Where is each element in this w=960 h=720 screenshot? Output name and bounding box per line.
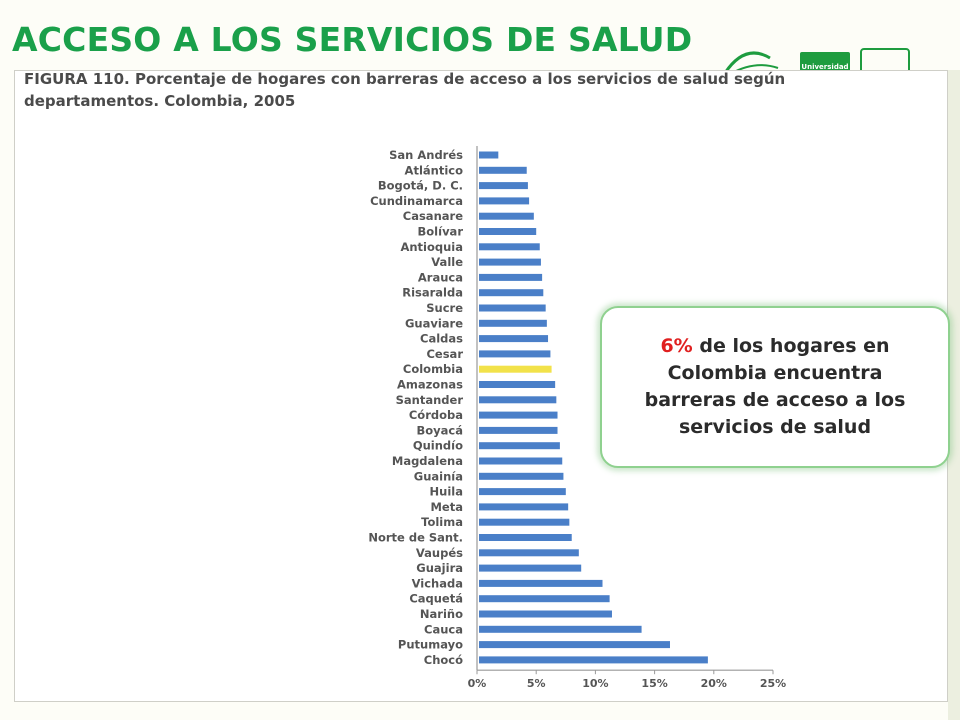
bar — [479, 610, 612, 618]
bar — [479, 641, 670, 649]
bar — [479, 151, 499, 159]
category-label: Antioquia — [400, 240, 463, 254]
bar — [479, 289, 544, 297]
category-label: Meta — [430, 500, 463, 514]
bar — [479, 197, 530, 205]
x-tick-label: 0% — [468, 677, 487, 690]
bar — [479, 182, 528, 190]
bar — [479, 579, 603, 587]
category-label: Colombia — [403, 362, 463, 376]
bar — [479, 350, 551, 358]
bar — [479, 319, 547, 327]
category-label: Putumayo — [398, 638, 463, 652]
callout-text: 6% de los hogares en Colombia encuentra … — [620, 333, 930, 441]
bar — [479, 258, 541, 266]
category-label: Caldas — [420, 332, 463, 346]
x-tick-label: 25% — [760, 677, 786, 690]
logo-badge: Universidad — [800, 52, 850, 74]
category-label: Amazonas — [397, 378, 463, 392]
category-label: Boyacá — [417, 423, 464, 437]
x-tick-label: 15% — [641, 677, 667, 690]
category-label: Guainía — [414, 469, 463, 483]
category-label: Arauca — [418, 270, 463, 284]
bar — [479, 625, 642, 633]
category-label: Magdalena — [392, 454, 463, 468]
category-label: Vichada — [412, 576, 463, 590]
category-label: Córdoba — [409, 408, 463, 422]
category-label: Nariño — [420, 607, 463, 621]
callout-box: 6% de los hogares en Colombia encuentra … — [600, 306, 950, 468]
university-logo: Universidad — [700, 44, 960, 74]
bar — [479, 166, 527, 174]
category-label: Atlántico — [405, 163, 464, 177]
category-label: San Andrés — [389, 148, 463, 162]
bar — [479, 243, 540, 251]
bar — [479, 335, 549, 343]
figure-label: FIGURA 110. — [24, 70, 130, 88]
category-label: Santander — [396, 393, 464, 407]
bar — [479, 304, 546, 312]
category-label: Casanare — [403, 209, 463, 223]
callout-body: de los hogares en Colombia encuentra bar… — [644, 335, 906, 438]
bar — [479, 365, 552, 373]
bar — [479, 656, 708, 664]
category-label: Guajira — [416, 561, 463, 575]
bar — [479, 228, 537, 235]
category-label: Valle — [431, 255, 463, 269]
bar — [479, 426, 558, 434]
bar — [479, 457, 563, 465]
category-label: Sucre — [426, 301, 463, 315]
category-label: Chocó — [424, 653, 463, 667]
category-label: Cesar — [426, 347, 463, 361]
category-label: Bogotá, D. C. — [378, 179, 463, 193]
bar — [479, 564, 582, 572]
bar — [479, 595, 610, 603]
category-label: Guaviare — [405, 316, 463, 330]
category-label: Quindío — [413, 439, 463, 453]
bar — [479, 534, 572, 541]
x-tick-label: 10% — [582, 677, 608, 690]
bar — [479, 488, 566, 496]
bar — [479, 212, 534, 220]
category-label: Tolima — [421, 515, 463, 529]
bar — [479, 503, 569, 511]
category-label: Caquetá — [409, 592, 463, 606]
slide-title: ACCESO A LOS SERVICIOS DE SALUD — [12, 20, 693, 59]
figure-caption-text: Porcentaje de hogares con barreras de ac… — [24, 70, 786, 110]
bars — [479, 151, 708, 664]
bar — [479, 549, 579, 557]
bar — [479, 472, 564, 480]
bar — [479, 518, 570, 526]
bar — [479, 411, 558, 419]
category-label: Norte de Sant. — [368, 531, 463, 545]
logo-emblem-icon — [860, 48, 910, 74]
x-tick-label: 5% — [527, 677, 546, 690]
figure-caption: FIGURA 110. Porcentaje de hogares con ba… — [24, 68, 904, 112]
callout-highlight: 6% — [660, 335, 693, 357]
category-label: Cauca — [424, 622, 463, 636]
category-label: Risaralda — [402, 286, 463, 300]
bar — [479, 396, 557, 404]
decorative-strip — [948, 70, 960, 720]
category-label: Vaupés — [416, 546, 463, 560]
category-label: Huila — [430, 485, 463, 499]
x-axis: 0% 5% 10% 15% 20% 25% — [468, 146, 786, 690]
x-tick-label: 20% — [701, 677, 727, 690]
category-label: Cundinamarca — [370, 194, 463, 208]
category-label: Bolívar — [418, 225, 464, 239]
bar — [479, 381, 556, 388]
bar — [479, 442, 560, 450]
bar — [479, 273, 543, 281]
